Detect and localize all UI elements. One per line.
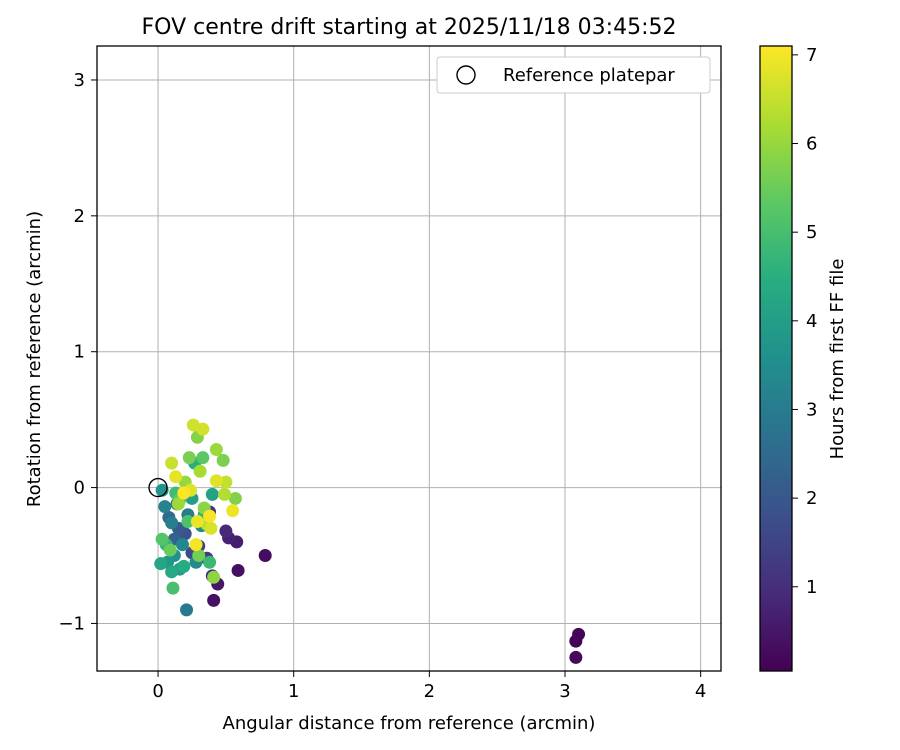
- data-point: [218, 487, 232, 501]
- data-point: [163, 543, 177, 557]
- legend-box: [436, 56, 711, 94]
- y-tick-label: 2: [74, 206, 85, 227]
- grid-lines: [97, 46, 721, 671]
- data-point: [209, 474, 223, 488]
- data-point: [171, 497, 185, 511]
- data-point: [203, 509, 217, 523]
- legend-label: Reference platepar: [503, 65, 675, 86]
- colorbar: [759, 45, 793, 672]
- data-point: [175, 538, 189, 552]
- colorbar-label: Hours from first FF file: [827, 259, 848, 460]
- x-axis-ticks: 0 1 2 3 4: [152, 671, 706, 702]
- x-tick-label: 4: [695, 681, 706, 702]
- data-point: [219, 524, 233, 538]
- data-point: [228, 491, 242, 505]
- colorbar-tick-label: 6: [806, 134, 817, 155]
- data-point: [177, 486, 191, 500]
- data-point: [196, 422, 210, 436]
- data-point: [204, 521, 218, 535]
- data-point: [205, 487, 219, 501]
- x-axis-label: Angular distance from reference (arcmin): [223, 713, 596, 734]
- data-point: [154, 557, 168, 571]
- data-point: [177, 559, 191, 573]
- legend-marker-icon: [456, 65, 476, 85]
- data-point: [180, 603, 194, 617]
- x-tick-label: 0: [152, 681, 163, 702]
- colorbar-tick-label: 5: [806, 222, 817, 243]
- colorbar-tick-label: 1: [806, 577, 817, 598]
- x-tick-label: 1: [288, 681, 299, 702]
- data-point: [182, 451, 196, 465]
- data-point: [169, 470, 183, 484]
- colorbar-tick-label: 2: [806, 488, 817, 509]
- y-axis-label: Rotation from reference (arcmin): [24, 211, 45, 507]
- data-point: [207, 570, 221, 584]
- data-point: [209, 443, 223, 457]
- y-tick-label: 1: [74, 342, 85, 363]
- data-point: [155, 532, 169, 546]
- data-point: [165, 565, 179, 579]
- data-point: [231, 563, 245, 577]
- data-point: [569, 650, 583, 664]
- data-point: [203, 555, 217, 569]
- data-points: [154, 418, 586, 664]
- data-point: [166, 581, 180, 595]
- y-axis-ticks: −1 0 1 2 3: [58, 70, 97, 634]
- data-point: [190, 515, 204, 529]
- data-point: [219, 475, 233, 489]
- data-point: [181, 515, 195, 529]
- data-point: [165, 516, 179, 530]
- legend: Reference platepar: [436, 56, 711, 94]
- data-point: [258, 549, 272, 563]
- data-point: [216, 453, 230, 467]
- data-point: [193, 464, 207, 478]
- y-tick-label: 0: [74, 478, 85, 499]
- data-point: [226, 504, 240, 518]
- data-point: [192, 549, 206, 563]
- colorbar-tick-label: 4: [806, 311, 817, 332]
- x-tick-label: 2: [424, 681, 435, 702]
- y-tick-label: 3: [74, 70, 85, 91]
- colorbar-tick-label: 7: [806, 45, 817, 66]
- colorbar-ticks: 1 2 3 4 5 6 7: [792, 45, 817, 598]
- reference-marker: [148, 477, 168, 498]
- plot-area-frame: [96, 45, 722, 672]
- data-point: [196, 451, 210, 465]
- x-tick-label: 3: [559, 681, 570, 702]
- chart-title: FOV centre drift starting at 2025/11/18 …: [142, 15, 677, 40]
- data-point: [572, 627, 586, 641]
- data-point: [189, 538, 203, 552]
- data-point: [158, 500, 172, 514]
- colorbar-tick-label: 3: [806, 399, 817, 420]
- data-point: [165, 456, 179, 470]
- reference-point: [148, 477, 168, 498]
- data-point: [207, 593, 221, 607]
- y-tick-label: −1: [58, 613, 85, 634]
